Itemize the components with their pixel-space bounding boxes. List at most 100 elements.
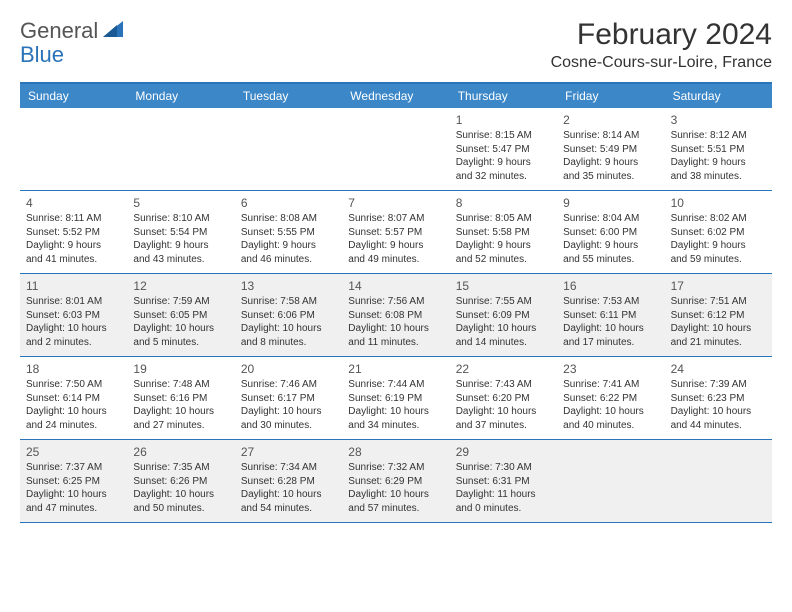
day-dl2: and 34 minutes.	[348, 419, 443, 433]
day-sunrise: Sunrise: 7:53 AM	[563, 295, 658, 309]
calendar-week: 1Sunrise: 8:15 AMSunset: 5:47 PMDaylight…	[20, 108, 772, 191]
day-number: 14	[348, 278, 443, 294]
day-sunrise: Sunrise: 8:05 AM	[456, 212, 551, 226]
logo-triangle-icon	[103, 19, 125, 39]
day-dl1: Daylight: 10 hours	[26, 488, 121, 502]
day-sunset: Sunset: 6:02 PM	[671, 226, 766, 240]
day-sunrise: Sunrise: 8:15 AM	[456, 129, 551, 143]
day-sunrise: Sunrise: 7:34 AM	[241, 461, 336, 475]
day-sunrise: Sunrise: 8:08 AM	[241, 212, 336, 226]
day-number: 7	[348, 195, 443, 211]
day-sunset: Sunset: 6:19 PM	[348, 392, 443, 406]
day-dl1: Daylight: 9 hours	[563, 239, 658, 253]
calendar-grid: 1Sunrise: 8:15 AMSunset: 5:47 PMDaylight…	[20, 108, 772, 523]
day-sunrise: Sunrise: 8:01 AM	[26, 295, 121, 309]
day-number: 23	[563, 361, 658, 377]
logo: General	[20, 18, 127, 44]
day-dl1: Daylight: 9 hours	[671, 156, 766, 170]
day-dl2: and 32 minutes.	[456, 170, 551, 184]
day-sunrise: Sunrise: 8:14 AM	[563, 129, 658, 143]
day-number: 21	[348, 361, 443, 377]
day-dl2: and 2 minutes.	[26, 336, 121, 350]
day-dl1: Daylight: 11 hours	[456, 488, 551, 502]
day-dl2: and 44 minutes.	[671, 419, 766, 433]
day-sunrise: Sunrise: 7:56 AM	[348, 295, 443, 309]
day-dl1: Daylight: 10 hours	[563, 405, 658, 419]
day-dl2: and 46 minutes.	[241, 253, 336, 267]
day-dl2: and 37 minutes.	[456, 419, 551, 433]
day-sunrise: Sunrise: 8:04 AM	[563, 212, 658, 226]
day-number: 15	[456, 278, 551, 294]
day-number: 16	[563, 278, 658, 294]
day-dl2: and 14 minutes.	[456, 336, 551, 350]
day-dl1: Daylight: 10 hours	[26, 322, 121, 336]
day-cell: 29Sunrise: 7:30 AMSunset: 6:31 PMDayligh…	[450, 440, 557, 522]
day-number: 8	[456, 195, 551, 211]
day-number: 24	[671, 361, 766, 377]
day-sunrise: Sunrise: 8:10 AM	[133, 212, 228, 226]
weekday-header: Saturday	[665, 84, 772, 108]
day-sunset: Sunset: 5:57 PM	[348, 226, 443, 240]
day-dl2: and 43 minutes.	[133, 253, 228, 267]
day-dl1: Daylight: 10 hours	[348, 405, 443, 419]
day-dl1: Daylight: 9 hours	[133, 239, 228, 253]
day-dl2: and 35 minutes.	[563, 170, 658, 184]
calendar-week: 25Sunrise: 7:37 AMSunset: 6:25 PMDayligh…	[20, 440, 772, 523]
day-sunrise: Sunrise: 8:12 AM	[671, 129, 766, 143]
day-number: 13	[241, 278, 336, 294]
day-number: 4	[26, 195, 121, 211]
weekday-header: Thursday	[450, 84, 557, 108]
day-cell: 28Sunrise: 7:32 AMSunset: 6:29 PMDayligh…	[342, 440, 449, 522]
day-number: 5	[133, 195, 228, 211]
day-sunset: Sunset: 6:26 PM	[133, 475, 228, 489]
title-block: February 2024 Cosne-Cours-sur-Loire, Fra…	[551, 18, 772, 72]
day-sunset: Sunset: 6:23 PM	[671, 392, 766, 406]
weekday-header: Friday	[557, 84, 664, 108]
day-dl2: and 40 minutes.	[563, 419, 658, 433]
day-dl1: Daylight: 9 hours	[26, 239, 121, 253]
header: General February 2024 Cosne-Cours-sur-Lo…	[20, 18, 772, 72]
day-dl1: Daylight: 9 hours	[563, 156, 658, 170]
day-cell: 1Sunrise: 8:15 AMSunset: 5:47 PMDaylight…	[450, 108, 557, 190]
day-sunrise: Sunrise: 7:50 AM	[26, 378, 121, 392]
day-number: 2	[563, 112, 658, 128]
empty-cell	[342, 108, 449, 190]
day-dl2: and 8 minutes.	[241, 336, 336, 350]
day-dl1: Daylight: 10 hours	[456, 322, 551, 336]
empty-cell	[20, 108, 127, 190]
day-sunset: Sunset: 6:31 PM	[456, 475, 551, 489]
day-sunrise: Sunrise: 7:55 AM	[456, 295, 551, 309]
weekday-header: Wednesday	[342, 84, 449, 108]
empty-cell	[235, 108, 342, 190]
day-cell: 11Sunrise: 8:01 AMSunset: 6:03 PMDayligh…	[20, 274, 127, 356]
day-cell: 15Sunrise: 7:55 AMSunset: 6:09 PMDayligh…	[450, 274, 557, 356]
day-dl2: and 55 minutes.	[563, 253, 658, 267]
logo-text-blue: Blue	[20, 42, 64, 67]
day-sunset: Sunset: 6:17 PM	[241, 392, 336, 406]
day-sunset: Sunset: 6:14 PM	[26, 392, 121, 406]
day-dl2: and 24 minutes.	[26, 419, 121, 433]
day-number: 11	[26, 278, 121, 294]
day-dl2: and 27 minutes.	[133, 419, 228, 433]
day-dl1: Daylight: 10 hours	[133, 488, 228, 502]
day-cell: 18Sunrise: 7:50 AMSunset: 6:14 PMDayligh…	[20, 357, 127, 439]
day-dl1: Daylight: 9 hours	[241, 239, 336, 253]
day-cell: 8Sunrise: 8:05 AMSunset: 5:58 PMDaylight…	[450, 191, 557, 273]
day-number: 26	[133, 444, 228, 460]
day-cell: 23Sunrise: 7:41 AMSunset: 6:22 PMDayligh…	[557, 357, 664, 439]
day-sunset: Sunset: 6:00 PM	[563, 226, 658, 240]
day-cell: 17Sunrise: 7:51 AMSunset: 6:12 PMDayligh…	[665, 274, 772, 356]
day-number: 22	[456, 361, 551, 377]
day-number: 1	[456, 112, 551, 128]
day-cell: 24Sunrise: 7:39 AMSunset: 6:23 PMDayligh…	[665, 357, 772, 439]
day-dl2: and 49 minutes.	[348, 253, 443, 267]
day-sunrise: Sunrise: 8:11 AM	[26, 212, 121, 226]
day-sunrise: Sunrise: 7:46 AM	[241, 378, 336, 392]
day-dl2: and 0 minutes.	[456, 502, 551, 516]
day-number: 6	[241, 195, 336, 211]
day-cell: 27Sunrise: 7:34 AMSunset: 6:28 PMDayligh…	[235, 440, 342, 522]
day-number: 29	[456, 444, 551, 460]
calendar-week: 18Sunrise: 7:50 AMSunset: 6:14 PMDayligh…	[20, 357, 772, 440]
weekday-header: Tuesday	[235, 84, 342, 108]
day-cell: 14Sunrise: 7:56 AMSunset: 6:08 PMDayligh…	[342, 274, 449, 356]
